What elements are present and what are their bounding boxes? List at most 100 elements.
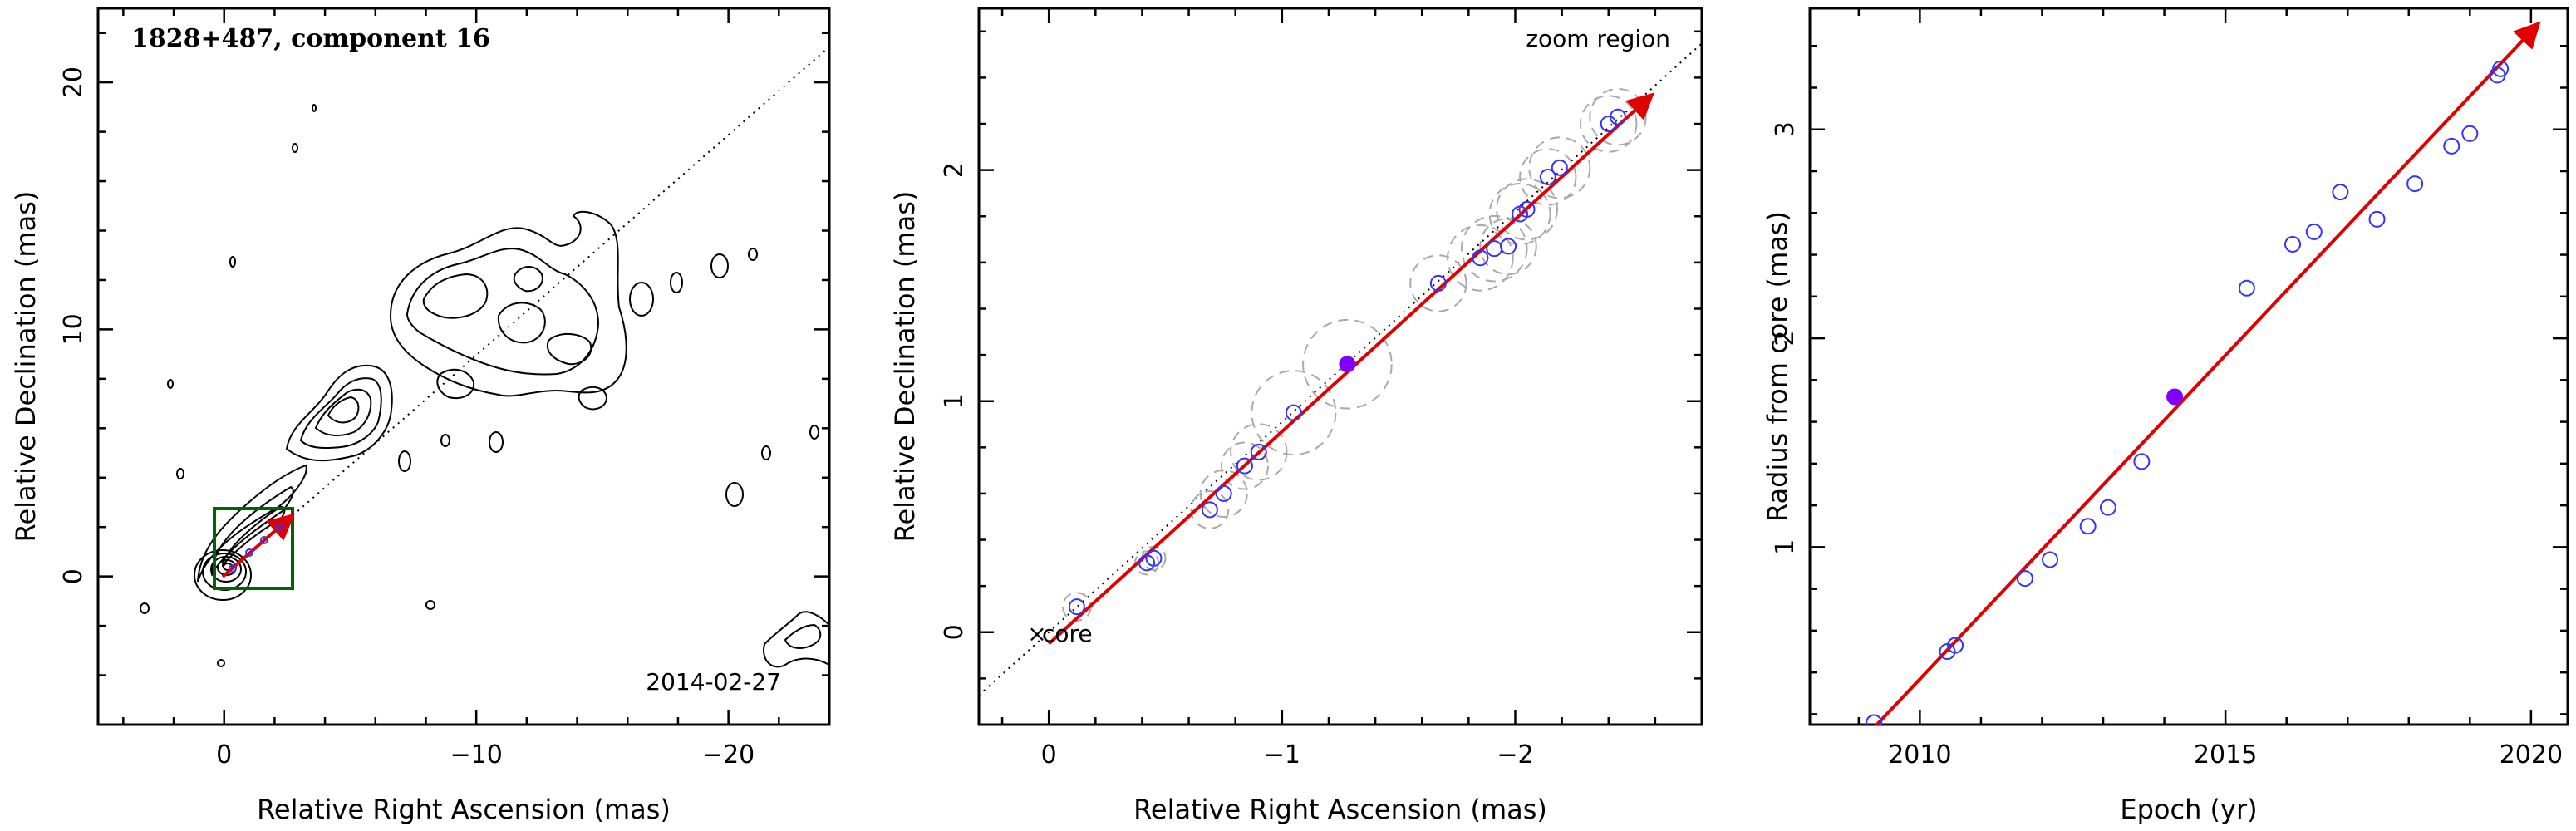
contour-plume-5 [513,266,543,293]
contour-blob-10 [809,425,819,440]
contour-inner-jet-2 [210,485,294,577]
y-tick-label: 0 [59,568,88,584]
component-size-circle [1251,370,1337,456]
panel-c-plot-area [1866,21,2541,725]
component-size-circle [1460,214,1528,283]
contour-plume-6 [546,333,592,366]
contour-blob-2 [670,272,683,293]
jet-axis-line [979,42,1702,696]
contour-blob-13 [176,468,184,479]
data-point [1539,168,1556,185]
contour-plume-8 [578,386,608,411]
jet-axis-line [222,47,828,578]
radius-epoch-panel: 2010 2015 2020 1 2 3 Epoch (yr) Radius from c… [1762,7,2569,825]
data-point [2492,60,2510,77]
data-point [1947,637,1964,654]
contour-blob-12 [140,602,150,614]
data-point [2016,570,2033,588]
y-tick-label: 20 [59,66,88,98]
data-point [1609,108,1626,125]
component-size-circle [1190,489,1230,529]
data-point [1472,249,1489,267]
highlight-point [1339,356,1356,373]
contour-plume-1 [389,210,627,397]
contour-blob-1 [629,282,654,317]
contour-knot-2 [299,377,382,449]
contour-blob-8 [725,482,744,507]
data-point [1500,238,1517,255]
contour-knot-3 [314,388,372,436]
data-point [1145,549,1163,567]
contour-blob-9 [761,445,771,460]
core-label: core [1042,620,1093,647]
contour-blob-14 [167,379,174,389]
data-point [2368,210,2386,228]
x-tick-label: 2020 [2500,740,2563,770]
contour-core-1 [194,549,252,601]
x-tick-label: 0 [216,740,232,770]
y-tick-label: 10 [59,313,88,345]
contour-edge-structure [763,611,829,668]
panel-b-ticks: 0 −1 −2 0 1 2 [940,8,1702,770]
x-tick-label: −20 [702,740,755,770]
zoom-panel: 0 −1 −2 0 1 2 zoom region core × Relative Rig… [889,7,1703,825]
contour-blob-18 [217,659,225,667]
component-size-circle [1220,441,1269,490]
contour-blob-4 [748,248,758,261]
data-point [1250,443,1267,460]
y-tick-label: 3 [1771,121,1800,137]
contour-knot-1 [285,364,393,462]
component-size-circle [1519,148,1577,206]
contour-blob-11 [425,600,435,610]
component-size-circle [1580,95,1638,153]
contour-plume-3 [422,273,489,319]
contour-map [140,104,829,668]
panel-a-ylabel: Relative Declination (mas) [10,191,42,543]
contour-inner-jet-1 [197,464,307,583]
highlight-size-circle [1302,318,1393,410]
y-tick-label: 0 [940,624,969,640]
panel-a-epoch-label: 2014-02-27 [646,668,781,696]
y-tick-label: 2 [940,162,969,178]
fit-arrow [1874,21,2541,725]
contour-blob-5 [489,431,504,453]
contour-plume-7 [436,368,475,399]
data-point [2133,453,2151,470]
panel-a-plot-area [140,47,829,668]
x-tick-label: −1 [1264,740,1300,770]
panel-b-xlabel: Relative Right Ascension (mas) [1133,794,1547,825]
contour-blob-17 [312,104,317,112]
data-point [2284,235,2302,253]
component-size-circle [1447,224,1514,292]
component-size-circle [1199,469,1248,519]
panel-c-ticks: 2010 2015 2020 1 2 3 [1771,8,2568,770]
y-tick-label: 1 [940,393,969,409]
panel-b-frame [977,7,1703,726]
panel-b-ylabel: Relative Declination (mas) [889,191,921,543]
data-point [1518,200,1536,218]
component-size-circle [1496,178,1558,241]
core-marker: × [1027,620,1046,647]
contour-panel: 0 −10 −20 0 10 20 [10,7,831,825]
contour-blob-7 [440,434,450,447]
x-tick-label: 2015 [2194,740,2257,770]
data-point [2238,279,2255,297]
panel-a-frame [96,7,831,726]
data-point [1068,598,1085,616]
contour-blob-6 [398,450,411,472]
data-point [2042,551,2059,568]
component-size-circle [1230,423,1288,481]
data-point [1285,404,1302,421]
panel-a-title: 1828+487, component 16 [131,24,490,53]
data-point [2406,175,2424,193]
data-point [2079,518,2097,535]
data-point [2099,499,2116,516]
data-point [1551,159,1568,176]
y-tick-label: 1 [1771,539,1800,555]
data-point [2332,184,2349,201]
data-point [1215,484,1232,502]
contour-blob-15 [229,256,236,268]
contour-knot-4 [327,396,360,424]
component-size-circle [1479,217,1537,276]
panel-c-xlabel: Epoch (yr) [2120,794,2257,825]
